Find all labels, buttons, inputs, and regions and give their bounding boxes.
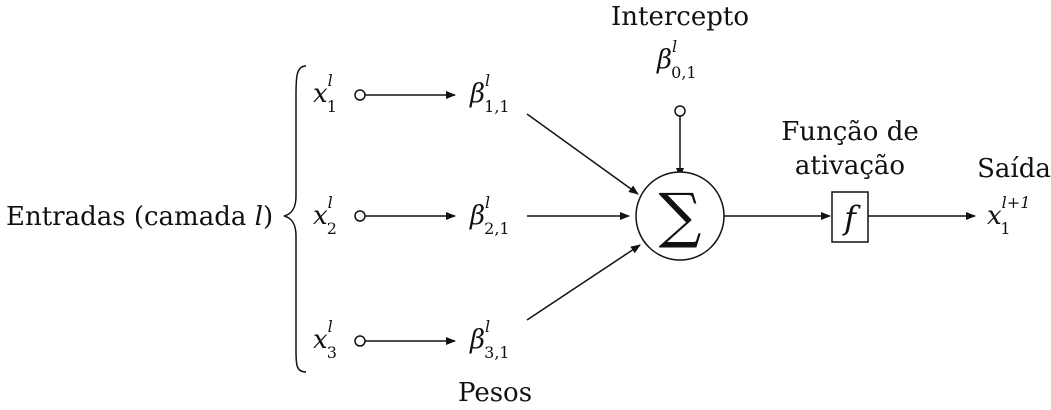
input-symbol-3: xl 3 — [313, 317, 337, 362]
activation-box — [831, 191, 869, 243]
input-node-3: xl 3 — [313, 317, 456, 362]
input-connector-3 — [354, 335, 366, 347]
inputs-label: Entradas (camada l) — [6, 202, 273, 232]
summation-symbol: ∑ — [659, 181, 702, 251]
output-title: Saída — [977, 154, 1051, 184]
intercept-connector — [674, 105, 686, 117]
output-symbol: xl+1 1 — [987, 193, 1030, 238]
weight-3: βl 3,1 — [469, 317, 510, 362]
input-connector-2 — [354, 210, 366, 222]
weight-arrow-3 — [526, 244, 641, 321]
input-node-1: xl 1 — [313, 71, 456, 116]
activation-title-line1: Função de — [781, 117, 919, 147]
intercept-title: Intercepto — [611, 2, 749, 32]
intercept-symbol: βl 0,1 — [656, 37, 697, 82]
inputs-brace — [283, 65, 307, 373]
weight-arrow-1 — [526, 113, 639, 195]
weights-label: Pesos — [458, 378, 532, 408]
input-symbol-2: xl 2 — [313, 193, 337, 238]
input-node-2: xl 2 — [313, 193, 456, 238]
input-connector-1 — [354, 89, 366, 101]
weight-1: βl 1,1 — [469, 71, 510, 116]
activation-title-line2: ativação — [795, 151, 905, 181]
weight-2: βl 2,1 — [469, 193, 510, 238]
input-symbol-1: xl 1 — [313, 71, 337, 116]
